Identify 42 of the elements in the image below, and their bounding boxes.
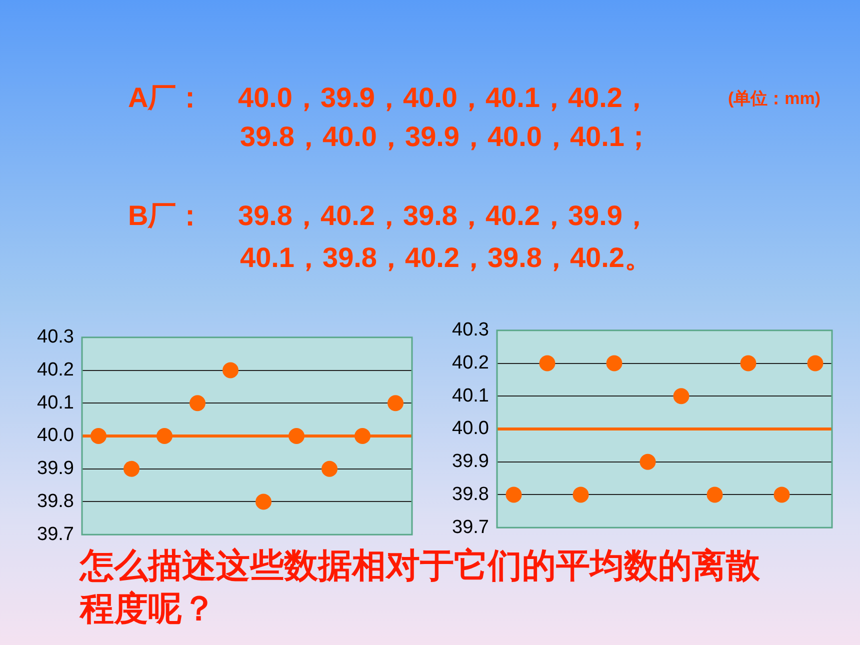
point	[572, 486, 589, 503]
text: B厂：	[128, 200, 204, 231]
point	[807, 355, 824, 372]
text: (单位：mm)	[728, 89, 821, 108]
text: 40.0，39.9，40.0，40.1，40.2，	[238, 82, 650, 113]
y-tick-label: 40.3	[452, 320, 489, 341]
text: 40.1，39.8，40.2，39.8，40.2。	[240, 242, 652, 273]
y-tick-label: 39.7	[37, 524, 74, 545]
y-tick-label: 40.0	[37, 425, 74, 446]
point	[740, 355, 756, 372]
point	[640, 454, 656, 470]
point	[506, 486, 522, 503]
point	[124, 460, 140, 477]
text: 怎么描述这些数据相对于它们的平均数的离散程度呢？	[80, 546, 761, 630]
point	[256, 494, 272, 510]
point	[706, 486, 723, 503]
y-tick-label: 40.1	[37, 392, 74, 414]
point	[774, 486, 790, 503]
point	[156, 428, 172, 444]
y-tick-label: 40.1	[452, 385, 489, 406]
point	[222, 362, 238, 378]
point	[388, 395, 404, 412]
y-tick-label: 39.9	[452, 451, 489, 472]
text: A厂：	[128, 82, 204, 113]
y-tick-label: 39.9	[37, 458, 74, 480]
text: 39.8，40.2，39.8，40.2，39.9，	[238, 200, 650, 231]
text: 39.8，40.0，39.9，40.0，40.1；	[240, 121, 652, 152]
y-tick-label: 40.3	[37, 326, 74, 348]
point	[673, 388, 690, 404]
point	[354, 428, 370, 444]
y-tick-label: 40.2	[452, 352, 489, 374]
point	[539, 355, 556, 372]
y-tick-label: 39.7	[452, 516, 489, 538]
y-tick-label: 39.8	[452, 484, 489, 505]
y-tick-label: 39.8	[37, 490, 74, 512]
y-tick-label: 40.0	[452, 418, 489, 440]
point	[90, 428, 106, 444]
point	[288, 428, 304, 444]
y-tick-label: 40.2	[37, 360, 74, 380]
point	[322, 460, 338, 477]
point	[190, 395, 206, 412]
point	[606, 355, 622, 372]
